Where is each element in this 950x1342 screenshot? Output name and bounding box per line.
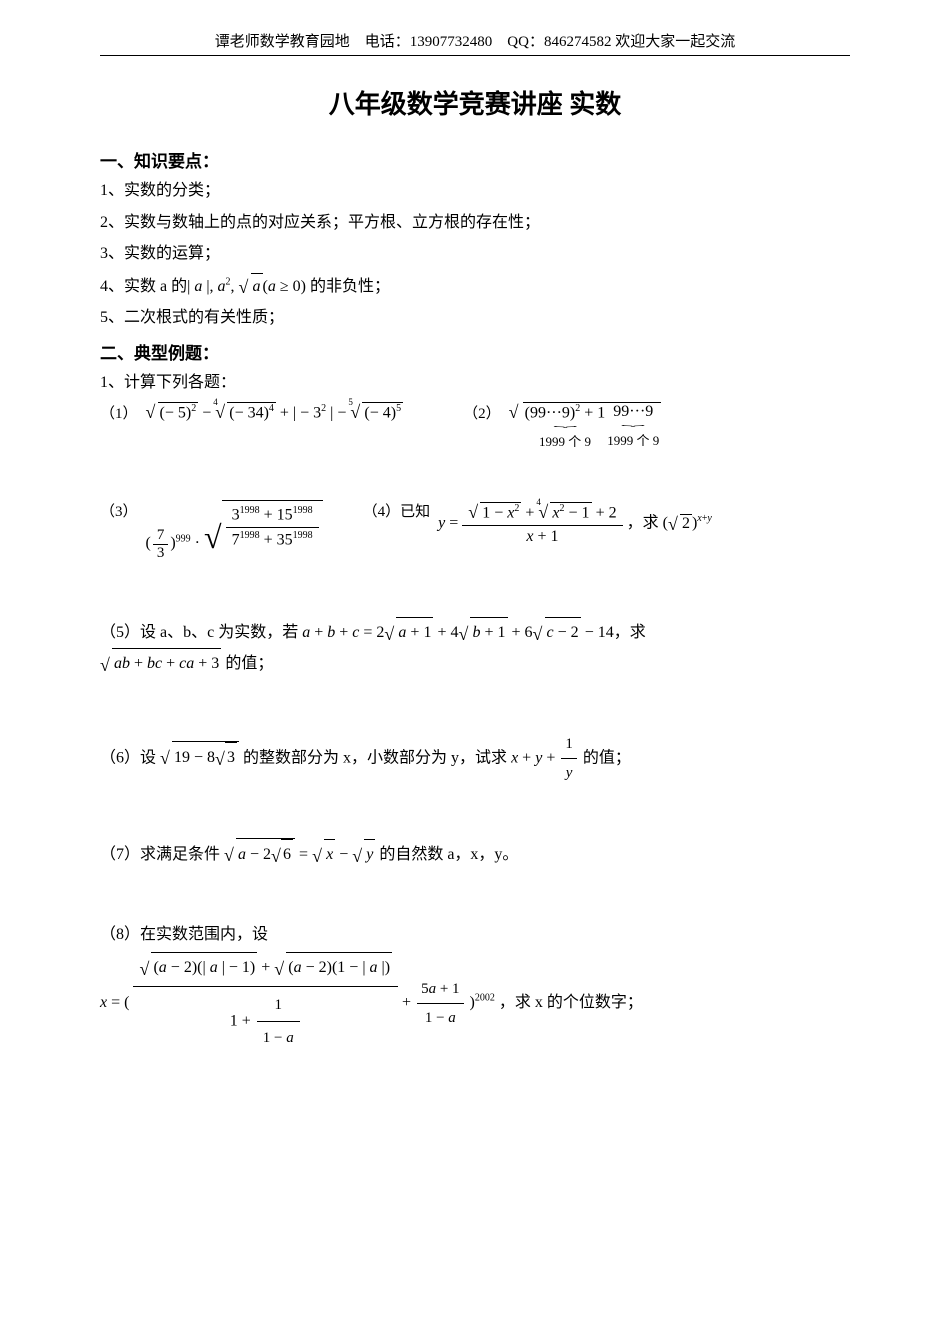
outline-item-5: 5、二次根式的有关性质； (100, 305, 850, 331)
problem-1-label: （1） (100, 406, 138, 422)
p2-underbrace-1: (99···9)2 + 1 ⏟ 1999 个 9 (525, 403, 606, 451)
section-2-heading: 二、典型例题： (100, 339, 850, 364)
p1-term1: (− 5)2 (146, 402, 199, 422)
p4-fraction: 1 − x2 + 4x2 − 1 + 2 x + 1 (462, 500, 622, 547)
document-title: 八年级数学竞赛讲座 实数 (100, 84, 850, 121)
problems-3-4-row: （3） (73)999 · √ 31998 + 151998 71998 + 3… (100, 500, 850, 561)
outline-item-2: 2、实数与数轴上的点的对应关系；平方根、立方根的存在性； (100, 210, 850, 236)
problem-4-label: （4）已知 (363, 504, 431, 520)
p3-sqrt: √ 31998 + 151998 71998 + 351998 (204, 500, 323, 553)
p7-sqrt-x: x (312, 839, 335, 870)
outline-item-3: 3、实数的运算； (100, 241, 850, 267)
outline-item-1: 1、实数的分类； (100, 178, 850, 204)
p7-sqrt-y: y (352, 839, 375, 870)
problem-6: （6）设 19 − 83 的整数部分为 x，小数部分为 y，试求 x + y +… (100, 730, 850, 788)
p5-result: ab + bc + ca + 3 (100, 648, 221, 679)
problem-3-label: （3） (100, 504, 138, 520)
p4-sqrt2: 2 (668, 514, 692, 533)
p7-sqrt-lhs: a − 26 (224, 838, 295, 870)
problem-8: （8）在实数范围内，设 x = ( (a − 2)(| a | − 1) + (… (100, 920, 850, 1057)
problems-1-2-row: （1） (− 5)2 − 4(− 34)4 + | − 32 | − 5(− 4… (100, 402, 850, 451)
p8-main-fraction: (a − 2)(| a | − 1) + (a − 2)(1 − | a |) … (133, 950, 398, 1056)
page-header: 谭老师数学教育园地 电话：13907732480 QQ：846274582 欢迎… (100, 30, 850, 56)
problem-2: （2） (99···9)2 + 1 ⏟ 1999 个 9 99···9 ⏟ 19… (463, 402, 661, 451)
p1-term4: 5(− 4)5 (350, 402, 403, 422)
p2-sqrt: (99···9)2 + 1 ⏟ 1999 个 9 99···9 ⏟ 1999 个… (509, 402, 662, 451)
problem-7: （7）求满足条件 a − 26 = x − y 的自然数 a，x，y。 (100, 838, 850, 870)
section-1-heading: 一、知识要点： (100, 147, 850, 172)
p6-fraction: 1y (561, 730, 577, 788)
problem-4: （4）已知 y = 1 − x2 + 4x2 − 1 + 2 x + 1 ，求 … (363, 500, 712, 547)
problem-3: （3） (73)999 · √ 31998 + 151998 71998 + 3… (100, 500, 323, 561)
p2-underbrace-2: 99···9 ⏟ 1999 个 9 (607, 403, 659, 449)
p1-term2: 4(− 34)4 (215, 402, 276, 422)
problem-1: （1） (− 5)2 − 4(− 34)4 + | − 32 | − 5(− 4… (100, 402, 403, 423)
page-content: 谭老师数学教育园地 电话：13907732480 QQ：846274582 欢迎… (0, 0, 950, 1107)
problem-2-label: （2） (463, 406, 501, 422)
p8-term2-fraction: 5a + 11 − a (417, 975, 463, 1033)
p6-sqrt: 19 − 83 (160, 741, 239, 773)
section-2-intro: 1、计算下列各题： (100, 370, 850, 396)
outline-item-4: 4、实数 a 的| a |, a2, a(a ≥ 0) 的非负性； (100, 273, 850, 300)
p3-fraction: 73 (153, 527, 169, 562)
problem-5: （5）设 a、b、c 为实数，若 a + b + c = 2a + 1 + 4b… (100, 617, 850, 680)
